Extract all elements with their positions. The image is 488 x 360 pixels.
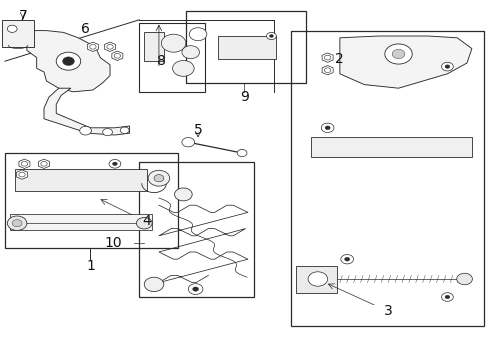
Circle shape: [182, 138, 194, 147]
Text: 3: 3: [384, 305, 392, 318]
Circle shape: [384, 44, 411, 64]
Circle shape: [80, 126, 91, 135]
Circle shape: [19, 172, 25, 177]
Circle shape: [89, 45, 96, 49]
Circle shape: [12, 220, 22, 227]
Bar: [15, 169, 146, 191]
Circle shape: [344, 257, 349, 261]
Polygon shape: [87, 42, 98, 51]
Circle shape: [441, 293, 452, 301]
Circle shape: [237, 149, 246, 157]
Polygon shape: [322, 66, 332, 75]
Bar: [10, 214, 151, 230]
Circle shape: [21, 162, 27, 166]
Circle shape: [120, 127, 129, 134]
Bar: [144, 32, 163, 61]
Bar: [139, 162, 254, 297]
Text: 8: 8: [157, 54, 165, 68]
Circle shape: [144, 277, 163, 292]
Circle shape: [161, 34, 185, 52]
Text: 6: 6: [81, 22, 90, 36]
Circle shape: [56, 52, 81, 70]
Bar: [295, 266, 337, 293]
Bar: [290, 31, 483, 326]
Text: 10: 10: [104, 236, 122, 250]
Polygon shape: [44, 88, 129, 135]
Circle shape: [148, 170, 169, 186]
Bar: [310, 137, 471, 157]
Polygon shape: [112, 51, 122, 60]
Polygon shape: [19, 159, 30, 168]
Circle shape: [174, 188, 192, 201]
Circle shape: [106, 45, 113, 49]
Circle shape: [188, 284, 203, 294]
Circle shape: [7, 216, 27, 230]
Bar: [185, 11, 305, 83]
Circle shape: [62, 57, 74, 66]
Text: 7: 7: [19, 9, 27, 23]
Circle shape: [109, 159, 121, 168]
Circle shape: [340, 255, 353, 264]
Polygon shape: [104, 42, 115, 51]
Polygon shape: [339, 36, 471, 88]
Text: 1: 1: [86, 259, 95, 273]
Circle shape: [307, 272, 327, 286]
Circle shape: [182, 46, 199, 59]
Text: 9: 9: [240, 90, 248, 104]
Polygon shape: [322, 53, 332, 62]
Circle shape: [266, 32, 276, 40]
Circle shape: [324, 55, 330, 60]
Bar: [2, 20, 34, 47]
Bar: [139, 23, 205, 92]
Circle shape: [136, 217, 152, 229]
Text: 5: 5: [193, 123, 202, 136]
Bar: [217, 36, 276, 59]
Circle shape: [172, 60, 194, 76]
Circle shape: [269, 35, 273, 37]
Bar: [5, 153, 178, 248]
Circle shape: [112, 162, 117, 166]
Circle shape: [441, 62, 452, 71]
Text: 4: 4: [142, 215, 151, 228]
Circle shape: [102, 129, 112, 136]
Polygon shape: [27, 31, 110, 92]
Circle shape: [321, 123, 333, 132]
Circle shape: [456, 273, 471, 285]
Circle shape: [444, 295, 449, 299]
Circle shape: [154, 175, 163, 182]
Circle shape: [114, 54, 120, 58]
Text: 2: 2: [335, 53, 344, 66]
Circle shape: [192, 287, 198, 291]
Polygon shape: [17, 170, 27, 179]
Circle shape: [7, 25, 17, 32]
Polygon shape: [39, 159, 49, 168]
Circle shape: [325, 126, 329, 130]
Circle shape: [324, 68, 330, 73]
Circle shape: [189, 28, 206, 41]
Circle shape: [444, 65, 449, 68]
Circle shape: [41, 162, 47, 166]
Circle shape: [391, 49, 404, 59]
